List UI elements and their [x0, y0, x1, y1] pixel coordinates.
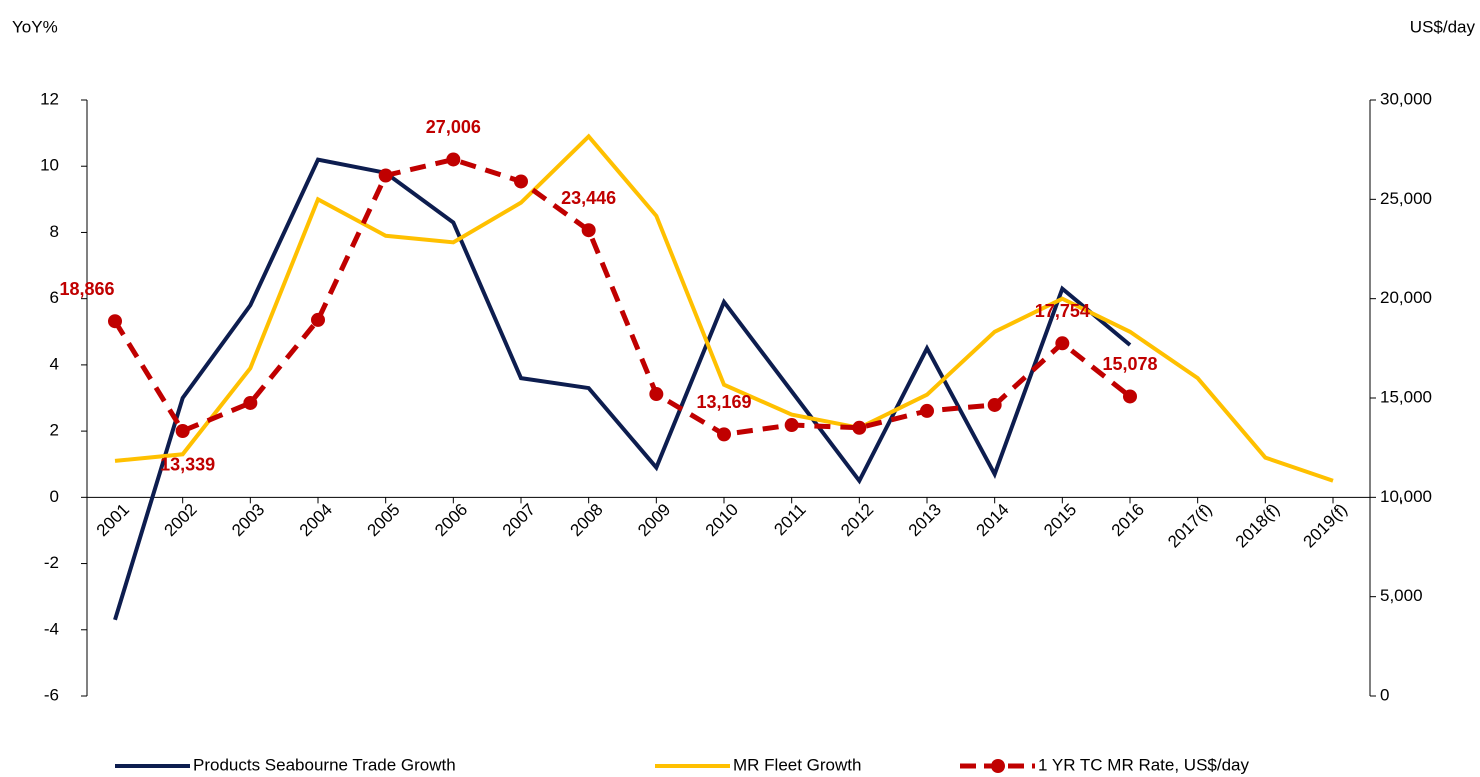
y-tick-label: 10 [40, 156, 59, 175]
x-tick-label: 2015 [1040, 500, 1080, 540]
data-point [311, 312, 325, 327]
y-tick-label: -2 [44, 553, 59, 572]
x-tick-label: 2003 [228, 500, 268, 540]
x-tick-label: 2012 [837, 500, 877, 540]
legend-label: Products Seabourne Trade Growth [193, 755, 456, 774]
y2-tick-label: 15,000 [1380, 387, 1432, 406]
data-label: 18,866 [59, 279, 114, 299]
y-tick-label: 4 [50, 354, 59, 373]
x-tick-label: 2013 [905, 500, 945, 540]
x-tick-label: 2019(f) [1299, 500, 1351, 552]
y2-tick-label: 0 [1380, 685, 1389, 704]
series-line [114, 133, 1334, 483]
legend-marker [991, 759, 1005, 773]
x-tick-label: 2016 [1108, 500, 1148, 540]
data-point [852, 420, 867, 435]
data-label: 23,446 [561, 188, 616, 208]
y-tick-label: 2 [50, 421, 59, 440]
x-tick-label: 2010 [702, 500, 742, 540]
x-tick-label: 2017(f) [1164, 500, 1216, 552]
y2-tick-label: 10,000 [1380, 487, 1432, 506]
data-point [920, 403, 934, 418]
data-label: 15,078 [1102, 354, 1157, 374]
series-line [112, 156, 1132, 437]
y-tick-label: -6 [44, 685, 59, 704]
data-point [581, 223, 596, 238]
data-point [1123, 389, 1137, 404]
x-tick-label: 2008 [566, 500, 606, 540]
data-label: 27,006 [426, 117, 481, 137]
data-point [378, 168, 393, 183]
y2-tick-label: 30,000 [1380, 89, 1432, 108]
x-tick-label: 2009 [634, 500, 674, 540]
x-tick-label: 2018(f) [1232, 500, 1284, 552]
data-point [514, 174, 528, 189]
legend-label: 1 YR TC MR Rate, US$/day [1038, 755, 1250, 774]
y-tick-label: 12 [40, 89, 59, 108]
data-point [784, 418, 799, 433]
x-tick-label: 2004 [296, 500, 336, 540]
data-point [649, 387, 664, 402]
x-tick-label: 2007 [499, 500, 539, 540]
y-axis-title: YoY% [12, 17, 58, 36]
data-label: 13,339 [160, 455, 215, 475]
data-point [717, 427, 731, 442]
data-point [987, 397, 1002, 412]
data-label: 17,754 [1035, 301, 1090, 321]
data-label: 13,169 [696, 392, 751, 412]
series-line [113, 157, 1132, 621]
data-point [1055, 336, 1070, 351]
y2-tick-label: 5,000 [1380, 586, 1423, 605]
x-tick-label: 2011 [770, 500, 809, 539]
y-tick-label: -4 [44, 619, 59, 638]
data-point [175, 423, 190, 438]
x-tick-label: 2006 [431, 500, 471, 540]
y-tick-label: 6 [50, 288, 59, 307]
y-tick-label: 0 [50, 487, 59, 506]
data-point [446, 152, 461, 167]
data-point [243, 395, 258, 410]
y-tick-label: 8 [50, 222, 59, 241]
y2-axis-title: US$/day [1410, 17, 1476, 36]
data-point [108, 314, 122, 329]
y2-tick-label: 20,000 [1380, 288, 1432, 307]
x-tick-label: 2001 [93, 500, 133, 540]
x-tick-label: 2014 [972, 500, 1012, 540]
x-tick-label: 2005 [363, 500, 403, 540]
legend-label: MR Fleet Growth [733, 755, 861, 774]
y2-tick-label: 25,000 [1380, 189, 1432, 208]
x-tick-label: 2002 [160, 500, 200, 540]
